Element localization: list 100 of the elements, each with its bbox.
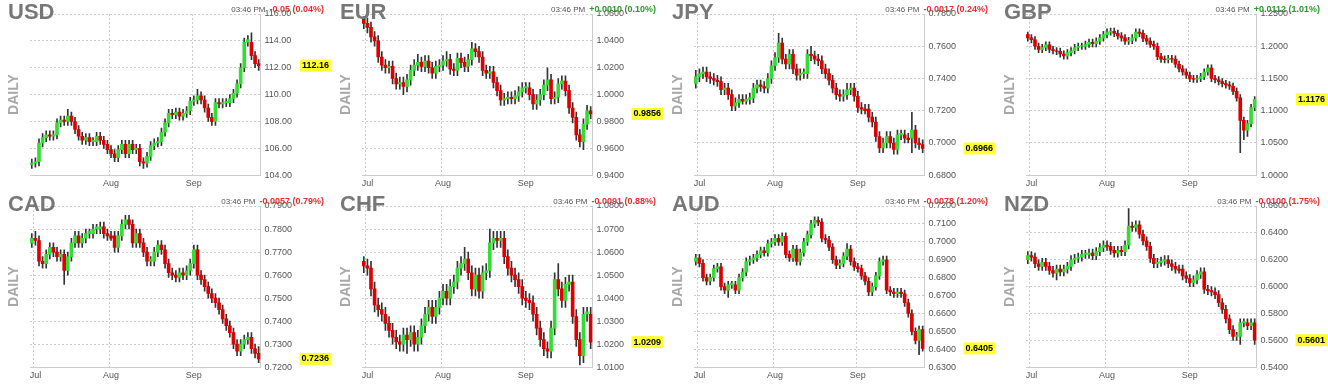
y-tick-label: 0.7700 (264, 246, 292, 257)
x-tick-label: Aug (103, 370, 120, 381)
y-tick-label: 0.7400 (264, 315, 292, 326)
candlestick (405, 327, 409, 354)
x-tick-label: Sep (185, 370, 202, 381)
x-tick-label: Aug (435, 370, 452, 381)
chart-title: EUR (340, 0, 387, 25)
text: 0.7236 (301, 353, 329, 364)
candlestick (30, 158, 34, 169)
candlestick (217, 98, 221, 109)
candlestick (246, 332, 250, 345)
candlestick (744, 94, 749, 105)
y-axis-title: DAILY (336, 73, 353, 115)
y-tick-label: 0.7200 (928, 105, 956, 116)
y-axis-title: DAILY (336, 265, 353, 307)
y-tick-label: 0.7400 (928, 72, 956, 83)
candlestick (762, 81, 767, 94)
y-tick-label: 0.7800 (264, 223, 292, 234)
x-tick-label: Jul (29, 370, 42, 381)
chart-title: AUD (672, 191, 720, 217)
y-axis-title: DAILY (668, 73, 685, 115)
y-tick-label: 104.00 (264, 169, 292, 180)
x-tick-label: Jul (693, 178, 706, 189)
chart-subtitle: 03:46 PM (885, 5, 920, 15)
y-axis-title: DAILY (1000, 265, 1017, 307)
text: 0.6405 (965, 342, 993, 353)
y-tick-label: 110.00 (264, 89, 292, 100)
candlestick (488, 66, 492, 79)
y-axis-title: DAILY (4, 73, 21, 115)
y-tick-label: 1.0600 (596, 246, 624, 257)
y-tick-label: 1.0000 (1260, 169, 1288, 180)
y-tick-label: 0.6400 (928, 343, 956, 354)
candlestick (1051, 266, 1055, 278)
y-tick-label: 1.1000 (1260, 105, 1288, 116)
chart-title: USD (8, 0, 55, 25)
candlestick (513, 90, 517, 105)
candlestick (387, 60, 391, 74)
candlestick (441, 55, 445, 71)
text: 0.9856 (633, 108, 661, 119)
chart-subtitle: 03:46 PM (231, 5, 266, 15)
text: 1.1176 (1297, 93, 1325, 104)
y-tick-label: 0.7300 (264, 338, 292, 349)
x-tick-label: Aug (1099, 178, 1116, 189)
candlestick (62, 115, 67, 126)
candlestick (91, 137, 95, 146)
candlestick (809, 45, 813, 62)
x-tick-label: Jul (1025, 178, 1038, 189)
y-tick-label: 0.5800 (1260, 307, 1288, 318)
candlestick (181, 267, 185, 281)
y-tick-label: 112.00 (264, 62, 292, 73)
y-axis-title: DAILY (668, 265, 685, 307)
chart-subtitle: 03:46 PM (553, 197, 588, 207)
y-tick-label: 108.00 (264, 115, 292, 126)
y-tick-label: 1.0500 (1260, 137, 1288, 148)
x-tick-label: Jul (1025, 370, 1038, 381)
y-tick-label: 1.2000 (1260, 40, 1288, 51)
y-tick-label: 0.9800 (596, 115, 624, 126)
chart-subtitle: 03:46 PM (221, 197, 256, 207)
y-tick-label: 1.1500 (1260, 72, 1288, 83)
y-tick-label: 0.9600 (596, 142, 624, 153)
x-tick-label: Aug (767, 370, 784, 381)
text: 0.5601 (1297, 334, 1325, 345)
x-tick-label: Jul (361, 178, 374, 189)
candlestick (910, 112, 914, 153)
y-tick-label: 114.00 (264, 35, 292, 46)
y-tick-label: 0.5600 (1260, 334, 1288, 345)
x-tick-label: Jul (693, 370, 706, 381)
candlestick (711, 73, 716, 86)
candlestick (397, 76, 402, 90)
chart-title: NZD (1004, 191, 1050, 217)
chart-title: CAD (8, 191, 56, 217)
y-tick-label: 1.0700 (596, 223, 624, 234)
text: 112.16 (301, 60, 329, 71)
y-axis-title: DAILY (4, 265, 21, 307)
y-tick-label: 1.0100 (596, 361, 624, 372)
candlestick (798, 68, 803, 81)
y-tick-label: 0.9400 (596, 169, 624, 180)
y-tick-label: 0.6000 (1260, 281, 1288, 292)
y-tick-label: 0.7600 (928, 40, 956, 51)
y-tick-label: 0.6400 (1260, 227, 1288, 238)
chart-subtitle: 03:46 PM (885, 197, 920, 207)
x-tick-label: Sep (849, 178, 866, 189)
candlestick (224, 98, 229, 108)
y-tick-label: 0.6900 (928, 254, 956, 265)
y-tick-label: 0.6300 (928, 361, 956, 372)
x-tick-label: Sep (1181, 178, 1198, 189)
candlestick (98, 221, 103, 234)
x-tick-label: Aug (435, 178, 452, 189)
candlestick (863, 103, 867, 115)
y-tick-label: 0.7600 (264, 269, 292, 280)
y-tick-label: 0.6200 (1260, 254, 1288, 265)
y-tick-label: 1.0200 (596, 62, 624, 73)
candlestick (708, 71, 713, 84)
y-tick-label: 0.7200 (264, 361, 292, 372)
y-tick-label: 0.6500 (928, 325, 956, 336)
y-tick-label: 0.6700 (928, 290, 956, 301)
x-tick-label: Sep (517, 370, 534, 381)
y-tick-label: 0.6800 (928, 169, 956, 180)
text: 0.6966 (965, 142, 993, 153)
chart-title: GBP (1004, 0, 1052, 25)
